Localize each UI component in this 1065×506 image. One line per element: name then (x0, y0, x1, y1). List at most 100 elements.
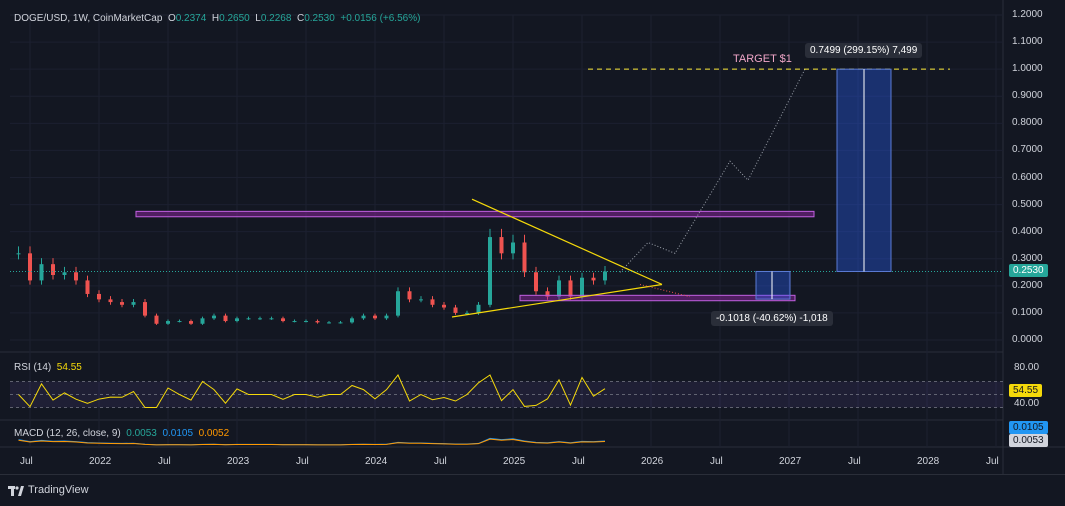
candle-body (28, 253, 32, 281)
candle-body (361, 315, 366, 319)
candle-body (327, 322, 331, 324)
candle-body (568, 280, 573, 297)
y-tick-label: 0.3000 (1012, 252, 1043, 264)
rsi-legend: RSI (14) 54.55 (14, 362, 82, 373)
candle-body (74, 272, 78, 281)
candle-body (97, 293, 101, 300)
candle-body (396, 291, 400, 316)
x-tick-label: Jul (710, 456, 723, 467)
candle-body (108, 299, 113, 303)
trendline-lower (451, 283, 663, 318)
zone-resistance (135, 210, 815, 218)
candle-body (281, 318, 285, 322)
y-tick-label: 0.0000 (1012, 334, 1043, 345)
projection-down (639, 283, 691, 298)
close-label: C (296, 13, 305, 24)
candle-body (545, 291, 550, 297)
header-legend: DOGE/USD, 1W, CoinMarketCap O0.2374 H0.2… (14, 13, 420, 24)
overlays (10, 68, 1003, 446)
candle-body (465, 312, 469, 314)
candle-body (304, 321, 308, 323)
candle-body (591, 277, 596, 281)
x-tick-label: Jul (848, 456, 861, 467)
candle-body (373, 315, 377, 319)
up-measure-label: 0.7499 (299.15%) 7,499 (805, 43, 923, 58)
y-tick-label: 0.1000 (1012, 306, 1043, 318)
x-tick-label: Jul (434, 456, 447, 467)
candle-body (442, 304, 446, 308)
low-label: L (255, 13, 261, 24)
x-tick-label: 2028 (917, 456, 940, 467)
x-tick-label: Jul (296, 456, 309, 467)
candle-body (189, 321, 193, 324)
low-value: 0.2268 (260, 13, 292, 24)
projection-path (619, 68, 806, 273)
candle-body (143, 302, 147, 316)
y-tick-label: 0.9000 (1012, 90, 1043, 102)
candle-body (258, 318, 262, 320)
candle-body (246, 318, 251, 320)
high-value: 0.2650 (219, 13, 250, 24)
y-tick-label: 0.4000 (1012, 225, 1043, 237)
x-tick-label: 2024 (365, 456, 388, 467)
candle-body (419, 299, 423, 301)
y-tick-label: 0.6000 (1012, 171, 1043, 183)
candle-body (430, 299, 435, 305)
x-tick-label: Jul (986, 456, 999, 467)
target-label: TARGET $1 (733, 53, 792, 65)
trendline-upper (471, 198, 663, 286)
candle-body (269, 318, 274, 320)
candle-body (603, 271, 607, 281)
candle-body (120, 302, 124, 305)
candle-body (39, 264, 44, 281)
rsi-line (18, 374, 606, 408)
candle-body (499, 237, 504, 254)
open-label: O (167, 13, 176, 24)
candle-body (131, 302, 136, 305)
candle-body (384, 315, 389, 319)
x-tick-label: Jul (158, 456, 171, 467)
y-tick-label: 1.2000 (1012, 9, 1043, 20)
macd-label: MACD (12, 26, close, 9) (14, 428, 121, 439)
symbol-label: DOGE/USD, 1W, CoinMarketCap (14, 13, 163, 24)
chart-canvas[interactable] (0, 0, 1065, 474)
candle-body (534, 272, 538, 292)
candle-body (488, 237, 492, 305)
candle-body (235, 318, 239, 322)
close-value: 0.2530 (304, 13, 335, 24)
rsi-lower-label: 40.00 (1014, 398, 1040, 409)
candle-body (177, 321, 182, 323)
x-tick-label: 2027 (779, 456, 802, 467)
candles (16, 228, 607, 325)
brand-label: TradingView (28, 484, 89, 496)
macd-signal-line (18, 438, 606, 446)
y-tick-label: 0.7000 (1012, 144, 1043, 156)
x-tick-label: 2025 (503, 456, 526, 467)
macd-value-3: 0.0052 (198, 428, 230, 439)
x-tick-label: 2022 (89, 456, 112, 467)
macd-tag-blue: 0.0105 (1009, 421, 1048, 434)
rsi-upper-label: 80.00 (1014, 362, 1040, 373)
candle-body (223, 315, 228, 322)
candle-body (16, 253, 21, 255)
candle-body (453, 307, 458, 313)
candle-body (476, 304, 481, 313)
candle-body (166, 321, 170, 324)
y-tick-label: 0.2000 (1012, 279, 1043, 291)
x-tick-label: 2026 (641, 456, 664, 467)
candle-body (407, 291, 412, 300)
price-tag: 0.2530 (1009, 264, 1048, 277)
candle-body (154, 315, 159, 324)
tradingview-logo-icon (8, 484, 24, 496)
candle-body (62, 272, 67, 275)
macd-legend: MACD (12, 26, close, 9) 0.0053 0.0105 0.… (14, 428, 229, 439)
rsi-band (10, 381, 1003, 408)
candle-body (51, 264, 55, 275)
candle-body (200, 318, 205, 324)
y-tick-label: 0.8000 (1012, 117, 1043, 129)
rsi-label: RSI (14) (14, 362, 52, 373)
macd-value-2: 0.0105 (162, 428, 194, 439)
candle-body (580, 277, 584, 297)
down-measure-label: -0.1018 (-40.62%) -1,018 (711, 311, 833, 326)
